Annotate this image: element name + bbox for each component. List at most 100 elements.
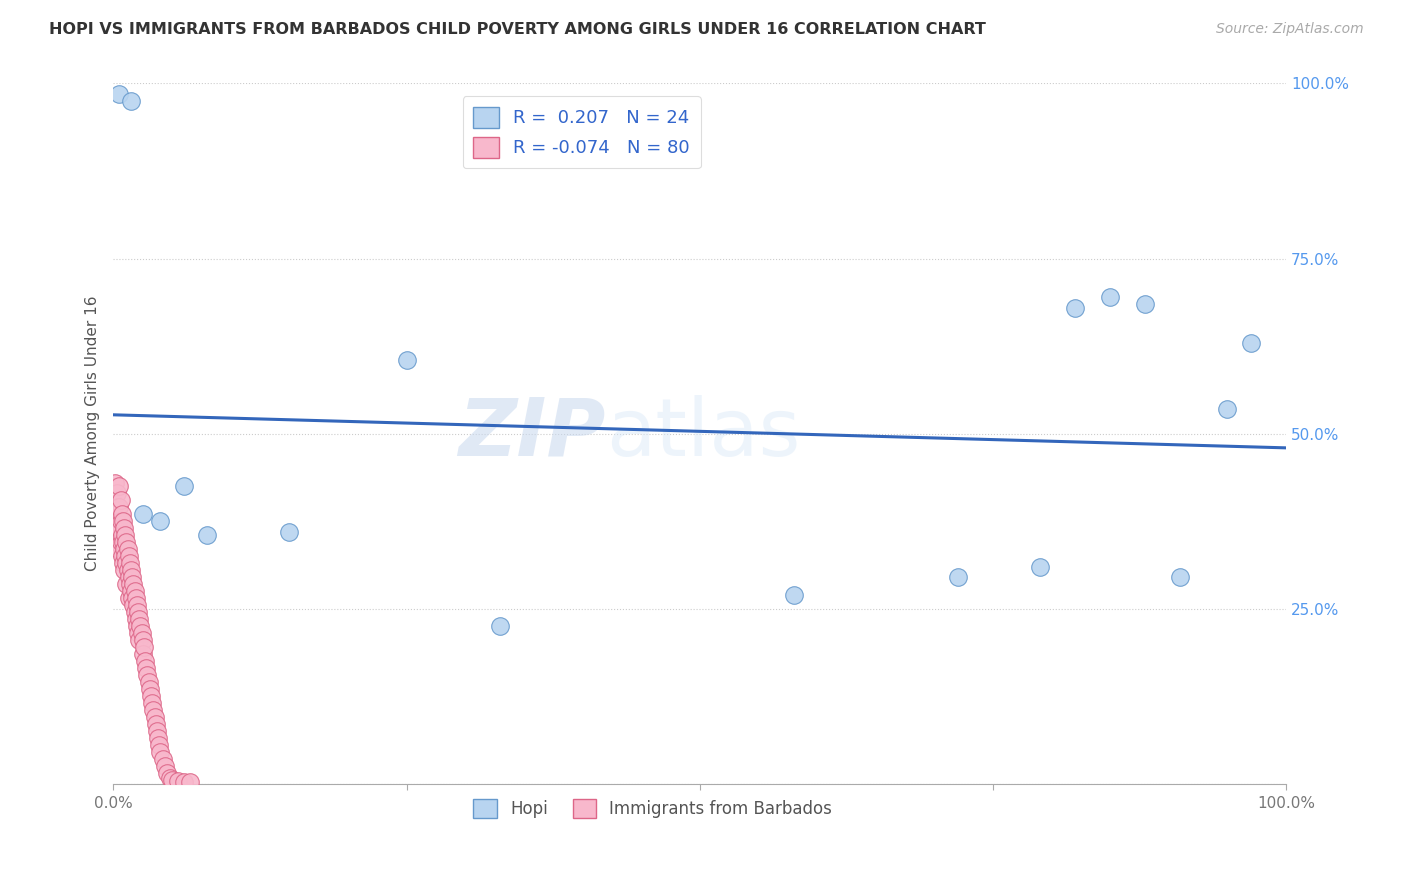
Point <box>156 766 179 780</box>
Point <box>115 577 138 591</box>
Point <box>145 717 167 731</box>
Point <box>1029 559 1052 574</box>
Point <box>118 577 141 591</box>
Point <box>127 626 149 640</box>
Point <box>1135 297 1157 311</box>
Point <box>129 619 152 633</box>
Text: Source: ZipAtlas.com: Source: ZipAtlas.com <box>1216 22 1364 37</box>
Point <box>115 556 138 570</box>
Point <box>111 528 134 542</box>
Point <box>111 514 134 528</box>
Point <box>167 773 190 788</box>
Point <box>179 775 201 789</box>
Point <box>105 514 128 528</box>
Point <box>132 640 155 655</box>
Point <box>1170 570 1192 584</box>
Point <box>125 591 148 606</box>
Point <box>136 668 159 682</box>
Point <box>104 497 127 511</box>
Point <box>122 577 145 591</box>
Point <box>149 514 172 528</box>
Point <box>110 493 132 508</box>
Point <box>173 774 195 789</box>
Point <box>115 535 138 549</box>
Point <box>114 549 136 563</box>
Point <box>160 773 183 788</box>
Point <box>112 521 135 535</box>
Point <box>111 556 134 570</box>
Text: ZIP: ZIP <box>458 394 606 473</box>
Point <box>108 500 131 515</box>
Point <box>1064 301 1087 315</box>
Point <box>121 570 143 584</box>
Point <box>111 549 134 563</box>
Point <box>152 752 174 766</box>
Point <box>110 514 132 528</box>
Point <box>104 528 127 542</box>
Point <box>395 353 418 368</box>
Point <box>128 633 150 648</box>
Point <box>138 675 160 690</box>
Point <box>159 771 181 785</box>
Point <box>120 94 142 108</box>
Point <box>112 542 135 557</box>
Point <box>143 710 166 724</box>
Point <box>124 584 146 599</box>
Point <box>1099 290 1122 304</box>
Point <box>132 647 155 661</box>
Point <box>142 703 165 717</box>
Y-axis label: Child Poverty Among Girls Under 16: Child Poverty Among Girls Under 16 <box>86 296 100 572</box>
Point <box>135 661 157 675</box>
Point <box>107 521 129 535</box>
Point <box>107 500 129 515</box>
Point <box>131 626 153 640</box>
Point <box>125 619 148 633</box>
Point <box>112 563 135 577</box>
Point <box>146 724 169 739</box>
Point <box>118 549 141 563</box>
Point <box>117 542 139 557</box>
Point <box>108 87 131 101</box>
Point <box>111 507 134 521</box>
Point <box>132 633 155 648</box>
Point <box>128 612 150 626</box>
Point <box>104 510 127 524</box>
Point <box>118 556 141 570</box>
Point <box>118 591 141 606</box>
Point <box>104 475 127 490</box>
Point <box>278 524 301 539</box>
Point <box>173 479 195 493</box>
Text: HOPI VS IMMIGRANTS FROM BARBADOS CHILD POVERTY AMONG GIRLS UNDER 16 CORRELATION : HOPI VS IMMIGRANTS FROM BARBADOS CHILD P… <box>49 22 986 37</box>
Point <box>111 535 134 549</box>
Point <box>120 584 142 599</box>
Point <box>124 605 146 619</box>
Point <box>118 570 141 584</box>
Point <box>1240 335 1263 350</box>
Point <box>125 612 148 626</box>
Point <box>148 738 170 752</box>
Point <box>132 507 155 521</box>
Point <box>139 682 162 697</box>
Point <box>141 696 163 710</box>
Point <box>146 731 169 746</box>
Point <box>121 591 143 606</box>
Point <box>1216 402 1239 417</box>
Point <box>149 745 172 759</box>
Point <box>127 605 149 619</box>
Point <box>107 542 129 557</box>
Text: atlas: atlas <box>606 394 800 473</box>
Point <box>139 689 162 703</box>
Point <box>105 486 128 500</box>
Point <box>125 598 148 612</box>
Point <box>110 535 132 549</box>
Point <box>195 528 218 542</box>
Point <box>489 619 512 633</box>
Point <box>946 570 969 584</box>
Point <box>108 479 131 493</box>
Point <box>105 535 128 549</box>
Point <box>114 528 136 542</box>
Point <box>122 598 145 612</box>
Point <box>108 521 131 535</box>
Point <box>153 759 176 773</box>
Point <box>117 563 139 577</box>
